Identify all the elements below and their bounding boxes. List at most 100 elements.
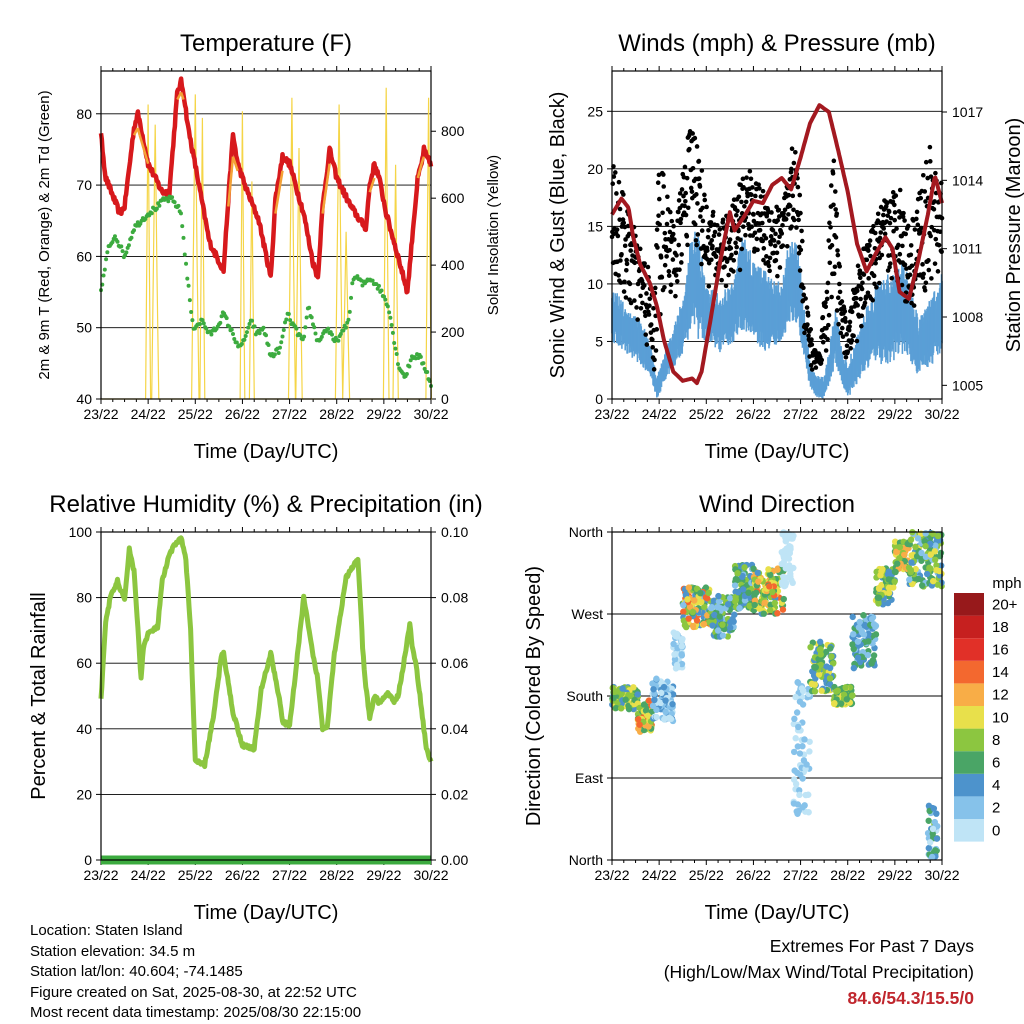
wind-direction-point: [653, 706, 660, 714]
wind-direction-point: [617, 705, 625, 712]
wind-direction-point: [914, 535, 922, 542]
wind-direction-point: [760, 610, 768, 617]
gust-point: [894, 226, 899, 231]
station-info: Location: Staten Island Station elevatio…: [30, 921, 361, 1024]
gust-point: [660, 210, 665, 216]
gust-point: [861, 272, 867, 277]
gust-point: [797, 268, 803, 273]
wind-direction-ytick-label: South: [566, 688, 603, 704]
gust-point: [766, 263, 772, 269]
dewpoint-point: [112, 234, 117, 239]
gust-point: [775, 218, 781, 223]
gust-point: [684, 234, 690, 239]
wind-direction-point: [921, 537, 928, 545]
wind_direction-title: Wind Direction: [699, 491, 855, 518]
wind-direction-point: [635, 716, 642, 723]
wind-direction-point: [817, 651, 825, 658]
dewpoint-point: [307, 305, 312, 310]
dewpoint-point: [294, 326, 299, 331]
temperature-xtick-label: 23/22: [83, 406, 118, 422]
gust-point: [673, 273, 679, 278]
wind-direction-point: [662, 708, 669, 716]
gust-point: [673, 293, 678, 299]
wind-direction-point: [689, 622, 697, 630]
gust-point: [902, 262, 908, 267]
dewpoint-point: [129, 235, 134, 240]
gust-point: [911, 303, 917, 308]
colorbar-label: 20+: [992, 596, 1018, 613]
gust-point: [833, 207, 838, 212]
wind-direction-point: [933, 566, 940, 574]
gust-point: [832, 264, 838, 270]
temperature-ytick-label: 50: [76, 320, 92, 336]
gust-point: [789, 224, 794, 229]
gust-point: [624, 257, 629, 263]
wind-direction-point: [811, 688, 819, 695]
temperature-9m-line: [136, 127, 141, 136]
gust-point: [622, 243, 628, 249]
gust-point: [654, 327, 660, 332]
gust-point: [710, 213, 716, 218]
gust-point: [905, 223, 911, 229]
wind-direction-point: [715, 598, 723, 605]
wind-direction-point: [872, 631, 880, 638]
gust-point: [716, 232, 722, 237]
gust-point: [666, 269, 672, 274]
dewpoint-point: [227, 324, 232, 329]
gust-point: [879, 252, 885, 258]
wind-direction-point: [925, 802, 933, 810]
dewpoint-point: [124, 250, 129, 255]
gust-point: [797, 192, 803, 198]
dewpoint-point: [110, 240, 115, 245]
wind-direction-point: [826, 664, 834, 672]
wind-direction-point: [657, 699, 664, 707]
gust-point: [866, 248, 871, 253]
wind-direction-point: [807, 643, 814, 651]
gust-point: [897, 251, 903, 257]
gust-point: [754, 236, 760, 242]
dewpoint-point: [404, 372, 409, 377]
dewpoint-point: [392, 340, 397, 345]
wind-direction-point: [678, 643, 686, 650]
dewpoint-point: [350, 281, 355, 286]
winds-ytick-label: 0: [595, 391, 603, 407]
gust-point: [891, 228, 896, 234]
gust-point: [668, 289, 673, 295]
gust-point: [758, 194, 764, 199]
gust-point: [918, 225, 924, 231]
gust-point: [714, 222, 720, 228]
colorbar-label: 0: [992, 822, 1000, 839]
gust-point: [652, 357, 657, 363]
gust-point: [801, 292, 807, 298]
wind-direction-point: [790, 748, 798, 756]
humidity-y2tick-label: 0.08: [441, 590, 468, 606]
gust-point: [825, 280, 831, 286]
gust-point: [829, 294, 834, 300]
gust-point: [638, 293, 643, 299]
gust-point: [847, 324, 852, 329]
gust-point: [694, 192, 699, 197]
wind_direction-xtick-label: 30/22: [924, 867, 959, 883]
gust-point: [868, 253, 873, 259]
gust-point: [643, 332, 649, 337]
wind-direction-point: [922, 542, 929, 550]
gust-point: [761, 257, 766, 263]
wind-direction-point: [650, 686, 657, 693]
wind-direction-point: [932, 556, 939, 563]
gust-point: [709, 257, 714, 263]
gust-point: [843, 354, 849, 360]
wind-direction-point: [660, 683, 668, 691]
gust-point: [735, 208, 740, 214]
temperature-xtick-label: 27/22: [272, 406, 307, 422]
dewpoint-point: [279, 340, 284, 345]
gust-point: [881, 226, 886, 231]
winds-ytick-label: 5: [595, 333, 603, 349]
gust-point: [616, 273, 621, 278]
wind-direction-point: [923, 570, 931, 578]
gust-point: [696, 158, 702, 164]
gust-point: [789, 166, 794, 172]
gust-point: [661, 184, 666, 189]
wind-direction-point: [701, 603, 708, 611]
temperature-xlabel: Time (Day/UTC): [194, 441, 339, 463]
